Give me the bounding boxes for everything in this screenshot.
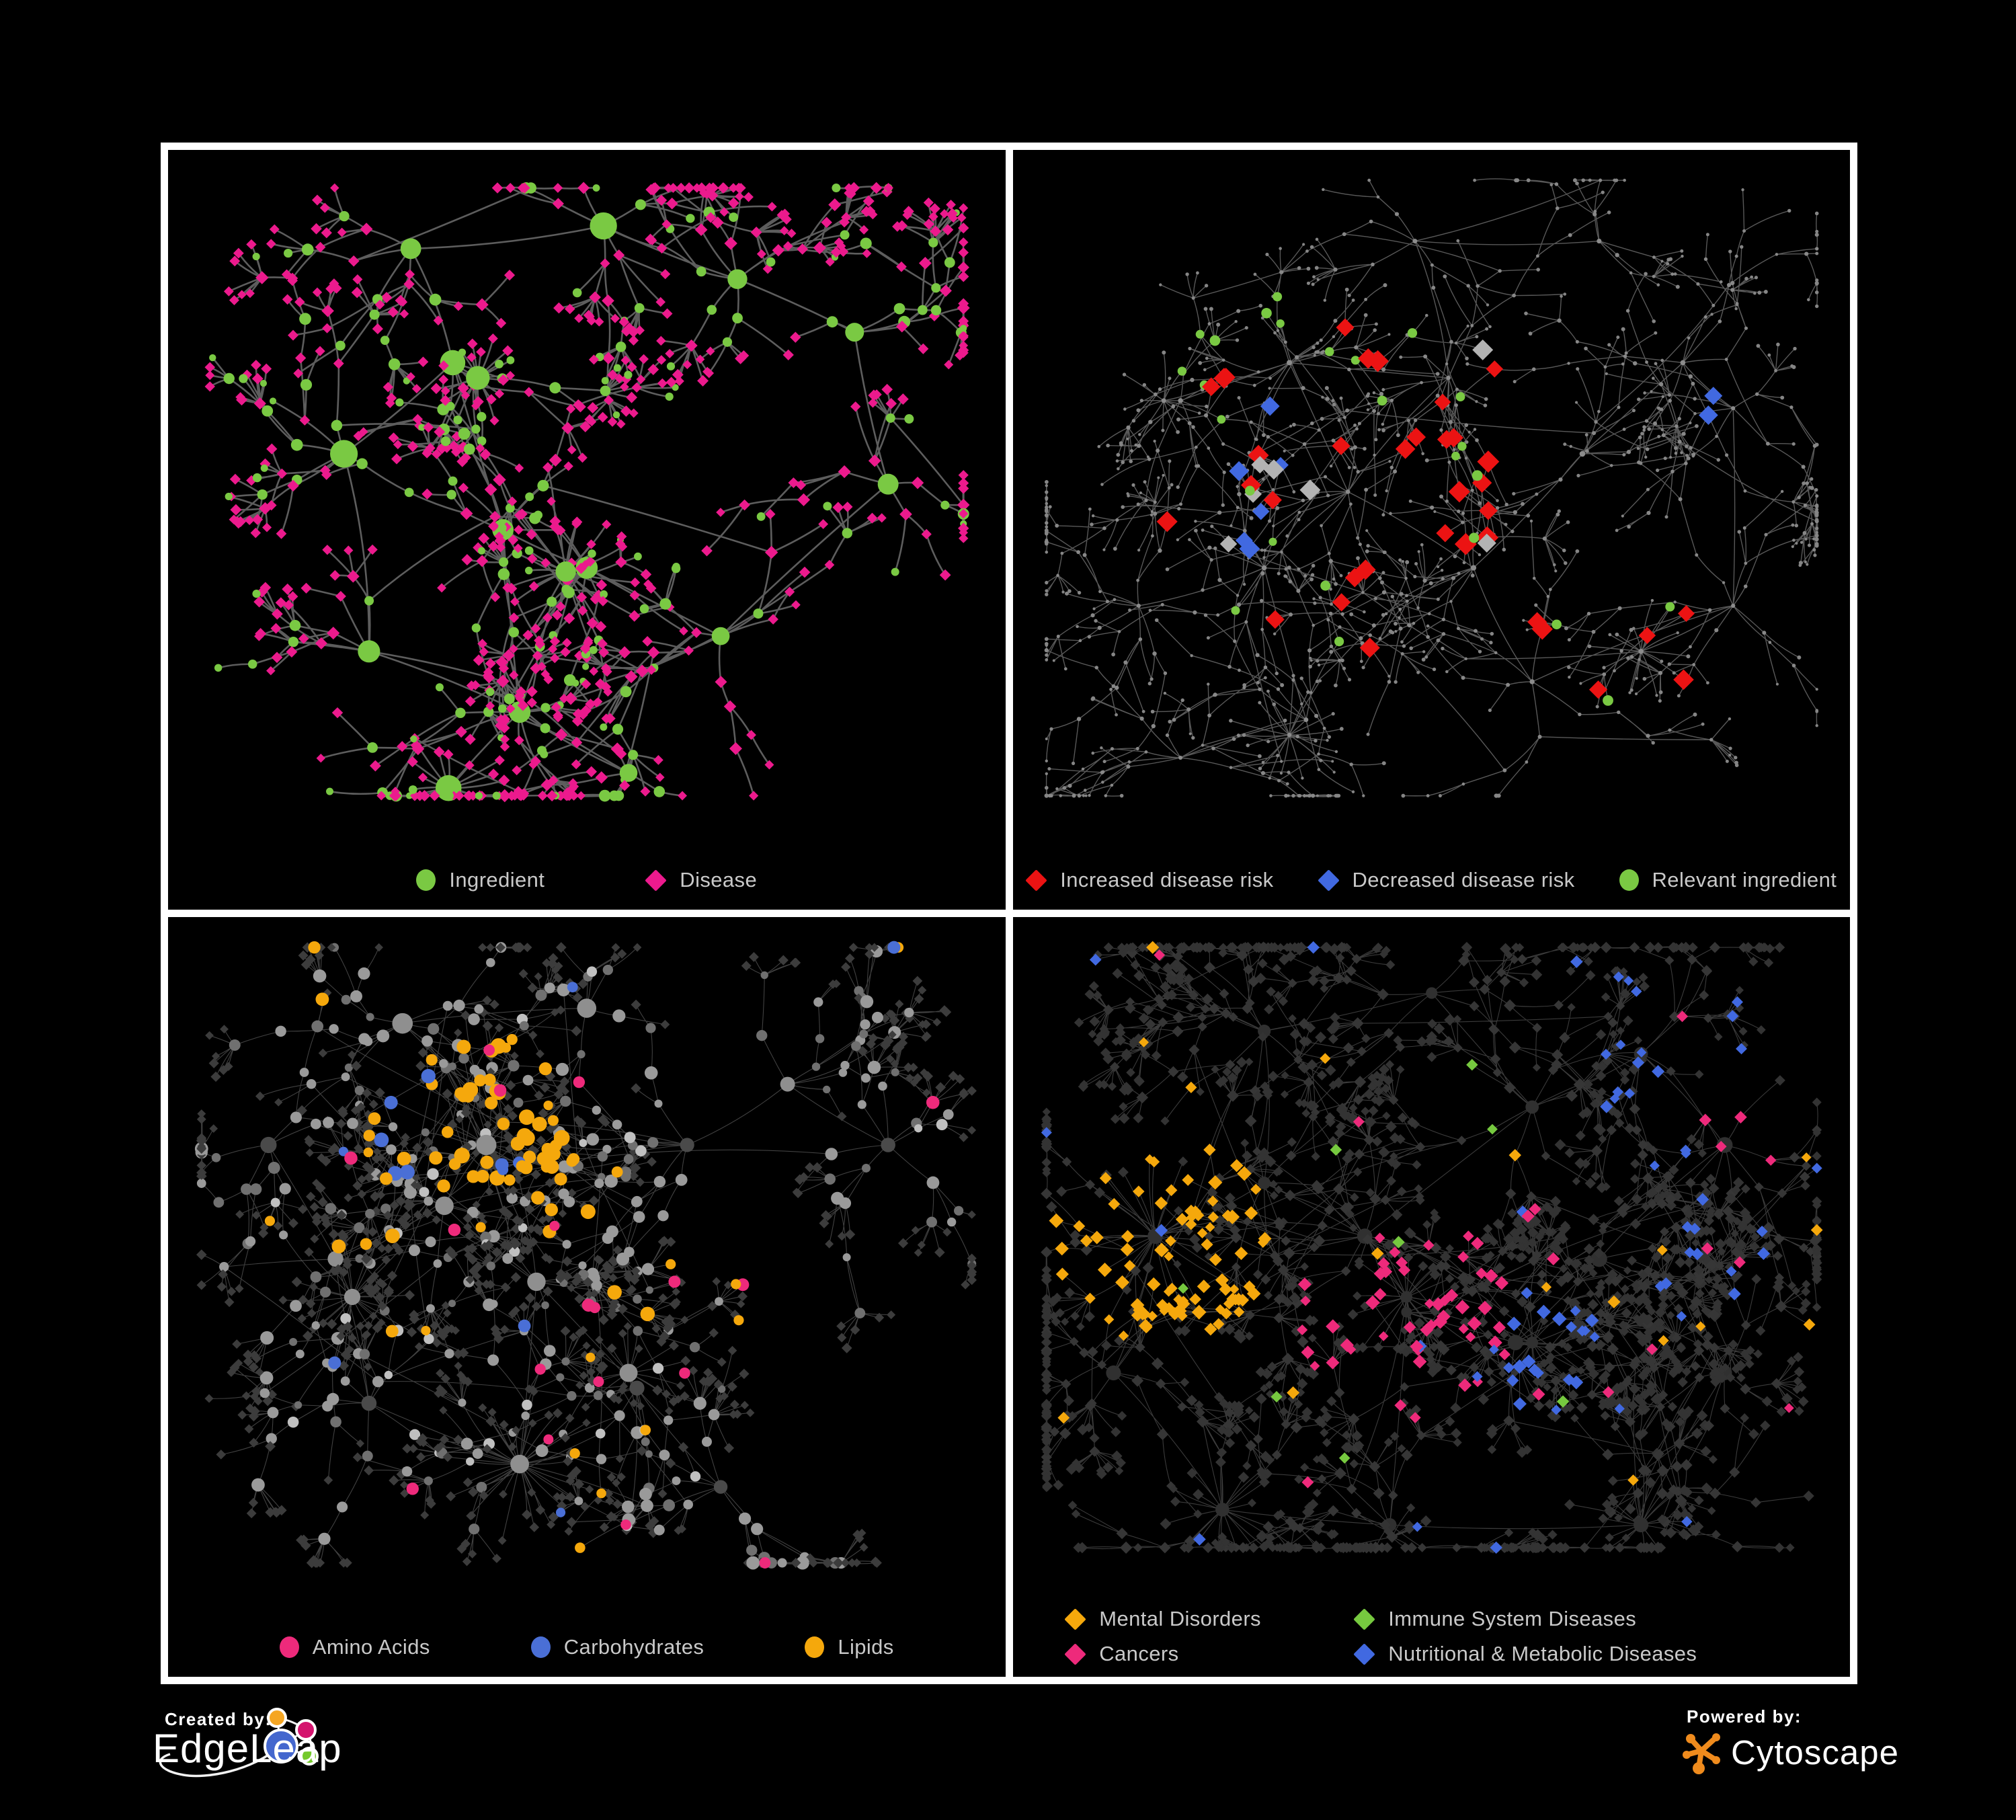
legend-label: Lipids [838, 1635, 894, 1659]
legend-item-carbohydrates: Carbohydrates [530, 1635, 704, 1659]
legend-label: Ingredient [449, 868, 545, 892]
legend-label: Relevant ingredient [1652, 868, 1837, 892]
legend-item-nutritional-metabolic-diseases: Nutritional & Metabolic Diseases [1353, 1642, 1798, 1666]
powered-by-label: Powered by: [1687, 1706, 1802, 1727]
immune-diseases-diamond-icon [1353, 1608, 1376, 1630]
disease-risk-network-canvas [1044, 178, 1819, 798]
ingredient-disease-network-canvas [204, 182, 970, 803]
panel-ingredient-disease: Ingredient Disease [168, 150, 1006, 910]
legend-label: Immune System Diseases [1388, 1607, 1637, 1630]
legend-item-cancers: Cancers [1064, 1642, 1354, 1666]
legend-ingredient-disease: Ingredient Disease [168, 868, 1006, 892]
decreased-risk-diamond-icon [1317, 869, 1340, 892]
legend-item-ingredient: Ingredient [416, 868, 545, 892]
panel-disease-risk: Increased disease risk Decreased disease… [1012, 150, 1851, 910]
cytoscape-brand: Cytoscape [1731, 1733, 1899, 1772]
ingredient-circle-icon [416, 869, 436, 891]
panel-disease-classes: Mental Disorders Immune System Diseases … [1012, 917, 1850, 1677]
legend-item-decreased-risk: Decreased disease risk [1317, 868, 1575, 892]
legend-disease-classes: Mental Disorders Immune System Diseases … [1064, 1607, 1798, 1666]
increased-risk-diamond-icon [1025, 869, 1048, 892]
cytoscape-logo-icon [1683, 1733, 1720, 1774]
cancers-diamond-icon [1064, 1643, 1087, 1665]
legend-label: Cancers [1099, 1642, 1179, 1665]
legend-nutrient-classes: Amino Acids Carbohydrates Lipids [168, 1635, 1006, 1659]
amino-acids-circle-icon [279, 1636, 299, 1658]
edgeleap-green-node [300, 1747, 319, 1766]
edgeleap-orange-node [267, 1708, 287, 1728]
created-by-label: Created by: [165, 1709, 272, 1729]
legend-item-lipids: Lipids [805, 1635, 893, 1659]
legend-item-immune-system-diseases: Immune System Diseases [1353, 1607, 1798, 1631]
panel-nutrient-classes: Amino Acids Carbohydrates Lipids [168, 917, 1006, 1677]
legend-disease-risk: Increased disease risk Decreased disease… [1013, 868, 1851, 892]
legend-label: Mental Disorders [1099, 1607, 1261, 1630]
edgeleap-logo-icon [159, 1708, 319, 1778]
carbohydrates-circle-icon [530, 1636, 551, 1658]
mental-disorders-diamond-icon [1064, 1608, 1087, 1630]
edgeleap-magenta-node [295, 1719, 317, 1741]
nutritional-metabolic-diamond-icon [1353, 1643, 1376, 1665]
nutrient-classes-network-canvas [194, 941, 977, 1570]
legend-label: Carbohydrates [563, 1635, 704, 1659]
relevant-ingredient-circle-icon [1619, 869, 1639, 891]
legend-item-relevant-ingredient: Relevant ingredient [1619, 868, 1837, 892]
disease-classes-network-canvas [1040, 941, 1823, 1554]
legend-label: Increased disease risk [1060, 868, 1274, 892]
legend-label: Disease [680, 868, 758, 892]
legend-label: Amino Acids [312, 1635, 430, 1659]
legend-label: Nutritional & Metabolic Diseases [1388, 1642, 1697, 1665]
cytoscape-attribution: Powered by: Cytoscape [1677, 1701, 1906, 1798]
disease-diamond-icon [645, 869, 668, 892]
lipids-circle-icon [805, 1636, 825, 1658]
edgeleap-attribution: Created by: EdgeLeap [145, 1694, 467, 1812]
legend-item-disease: Disease [645, 868, 757, 892]
legend-item-mental-disorders: Mental Disorders [1064, 1607, 1354, 1631]
legend-item-increased-risk: Increased disease risk [1025, 868, 1274, 892]
edgeleap-blue-node [264, 1729, 298, 1764]
legend-item-amino-acids: Amino Acids [279, 1635, 430, 1659]
legend-label: Decreased disease risk [1352, 868, 1575, 892]
figure-frame: Ingredient Disease Increased disease ris… [161, 143, 1857, 1684]
edgeleap-brand: EdgeLeap [153, 1726, 342, 1771]
